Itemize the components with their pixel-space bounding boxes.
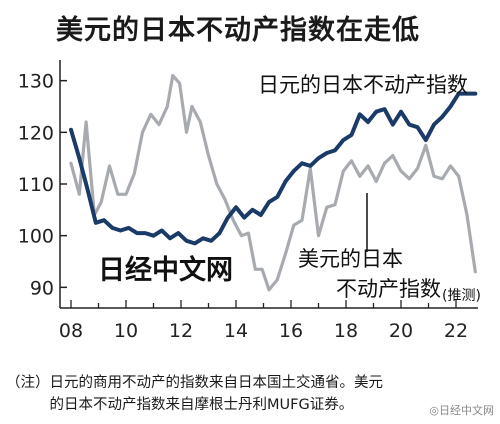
chart-title: 美元的日本不动产指数在走低 xyxy=(56,15,420,46)
footnote-line-2: 的日本不动产指数来自摩根士丹利MUFG证券。 xyxy=(6,397,354,413)
series-layer xyxy=(69,73,478,292)
footnote: （注）日元的商用不动产的指数来自日本国土交通省。美元 的日本不动产指数来自摩根士… xyxy=(6,372,496,416)
y-tick-label: 110 xyxy=(18,174,54,196)
x-tick-label: 14 xyxy=(224,320,248,342)
annotation-layer: 日元的日本不动产指数 美元的日本 不动产指数 (推测) 日经中文网 xyxy=(98,73,481,304)
source-watermark: ◎日经中文网 xyxy=(429,404,494,417)
y-tick-label: 120 xyxy=(18,122,54,144)
y-tick-label: 90 xyxy=(30,277,54,299)
footnote-line-1: （注）日元的商用不动产的指数来自日本国土交通省。美元 xyxy=(6,375,383,391)
x-tick-label: 22 xyxy=(444,320,468,342)
x-tick-label: 16 xyxy=(279,320,303,342)
usd-series-label-line2: 不动产指数 xyxy=(336,277,441,301)
estimate-note: (推测) xyxy=(442,288,481,304)
usd-index-line xyxy=(69,73,477,292)
x-tick-label: 10 xyxy=(114,320,138,342)
yen-index-line xyxy=(69,91,478,246)
chart-canvas: 90 100 110 120 130 08 10 12 14 16 18 20 22 日元的日本不动产指… xyxy=(18,60,481,342)
watermark-text: 日经中文网 xyxy=(98,254,233,286)
x-tick-label: 20 xyxy=(389,320,413,342)
x-tick-label: 08 xyxy=(59,320,83,342)
yen-series-label: 日元的日本不动产指数 xyxy=(258,73,468,97)
x-tick-label: 18 xyxy=(334,320,358,342)
axes: 90 100 110 120 130 08 10 12 14 16 18 20 22 xyxy=(18,60,478,342)
usd-series-label-line1: 美元的日本 xyxy=(298,247,403,271)
y-tick-label: 130 xyxy=(18,71,54,93)
x-tick-label: 12 xyxy=(169,320,193,342)
y-tick-label: 100 xyxy=(18,226,54,248)
